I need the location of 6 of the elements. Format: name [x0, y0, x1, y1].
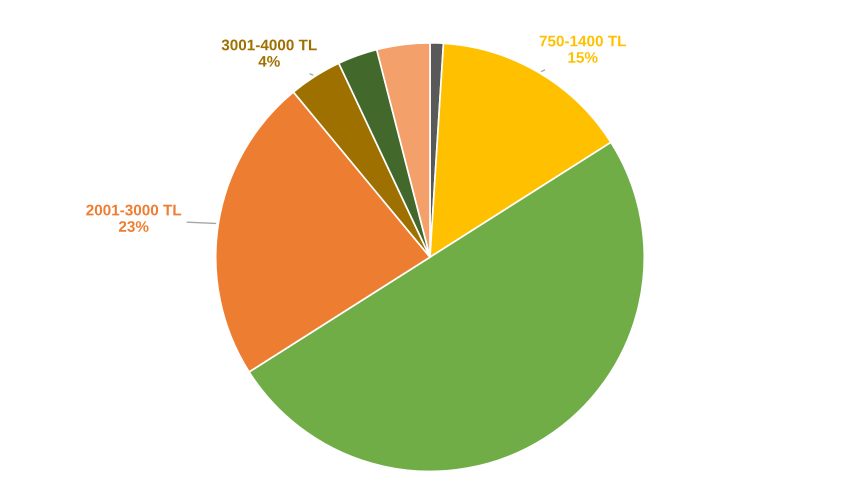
slice-label: 2001-3000 TL [86, 204, 182, 216]
data-label: 15% [568, 52, 598, 63]
data-label: 23% [118, 221, 149, 232]
slice-label: 3001-4000 TL [222, 40, 317, 50]
data-label: 4% [258, 56, 280, 67]
slice-label: 750-1400 TL [540, 36, 626, 46]
